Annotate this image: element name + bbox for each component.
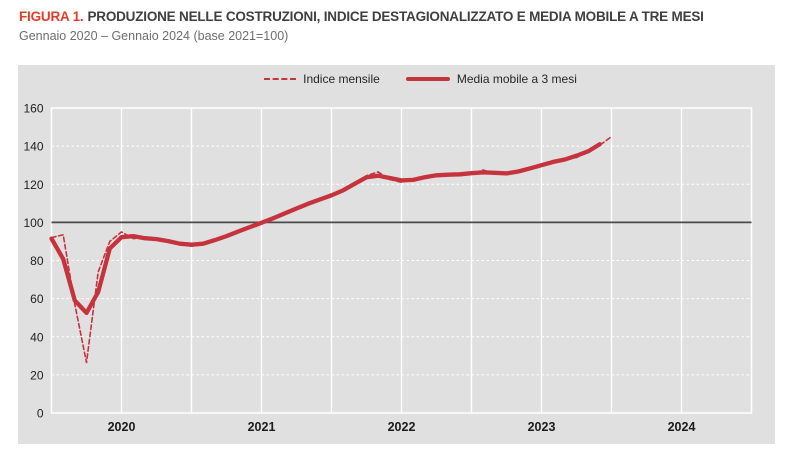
legend-item-moving-average: Media mobile a 3 mesi (405, 72, 577, 86)
x-axis-label: 2024 (668, 420, 696, 434)
y-axis-label: 80 (30, 254, 44, 268)
legend-item-monthly-index: Indice mensile (264, 72, 380, 86)
y-axis-label: 120 (23, 178, 43, 192)
legend-label-moving-average: Media mobile a 3 mesi (456, 72, 577, 86)
y-axis-label: 140 (23, 140, 43, 154)
chart-legend: Indice mensile Media mobile a 3 mesi (42, 72, 799, 86)
chart-svg: 0 20 40 60 80 100 120 140 160 2020 2021 2022 2023 202… (23, 102, 753, 434)
y-axis-label: 60 (30, 292, 44, 306)
y-axis-label: 40 (30, 330, 44, 344)
moving-average-line (49, 142, 602, 316)
figure-subtitle: Gennaio 2020 – Gennaio 2024 (base 2021=1… (19, 29, 289, 43)
y-axis-label: 0 (37, 407, 44, 421)
x-axis-label: 2021 (248, 420, 276, 434)
y-axis-label: 20 (30, 368, 44, 382)
figure-title: PRODUZIONE NELLE COSTRUZIONI, INDICE DES… (87, 9, 704, 24)
solid-line-swatch (405, 77, 450, 81)
figure-label: FIGURA 1. (19, 9, 84, 24)
x-axis-label: 2023 (528, 420, 556, 434)
figure-title-line: FIGURA 1. PRODUZIONE NELLE COSTRUZIONI, I… (19, 8, 789, 26)
figure-header: FIGURA 1. PRODUZIONE NELLE COSTRUZIONI, I… (19, 8, 789, 44)
y-axis-label: 100 (23, 216, 43, 230)
y-axis-label: 160 (23, 102, 43, 116)
chart-area: Indice mensile Media mobile a 3 mesi 0 20… (18, 65, 775, 444)
x-axis-label: 2020 (108, 420, 136, 434)
legend-label-monthly-index: Indice mensile (303, 72, 380, 86)
dashed-line-swatch (264, 78, 297, 80)
x-axis-label: 2022 (388, 420, 416, 434)
